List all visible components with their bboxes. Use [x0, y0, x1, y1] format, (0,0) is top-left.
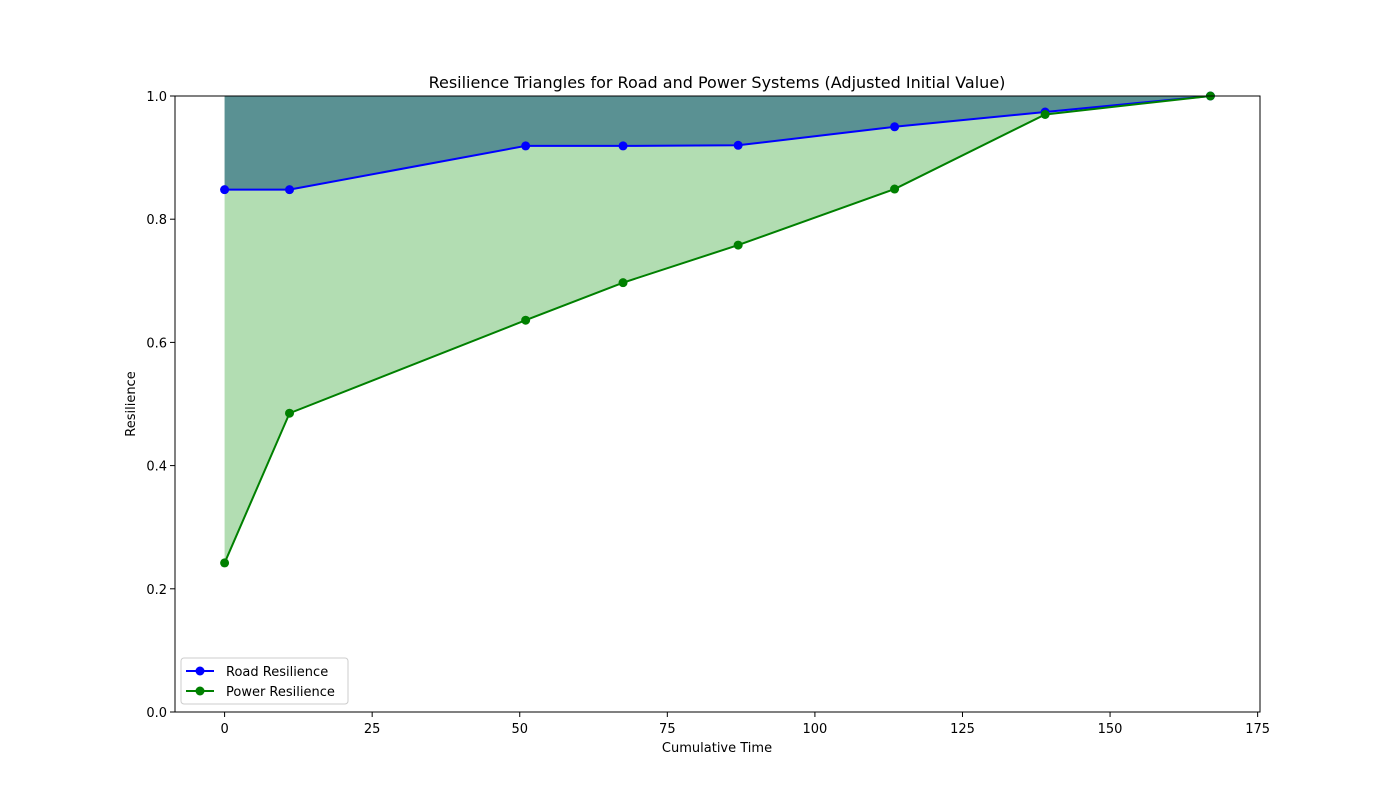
series-line-road [224, 95, 1211, 191]
x-tick-label: 25 [364, 722, 381, 737]
x-tick-label: 100 [802, 722, 827, 737]
x-tick-label: 125 [950, 722, 975, 737]
legend-marker-road [195, 666, 205, 676]
x-tick-label: 50 [511, 722, 528, 737]
chart-title: Resilience Triangles for Road and Power … [429, 73, 1006, 92]
plot-frame [174, 95, 1261, 713]
series-markers [220, 91, 1215, 568]
y-tick-label: 1.0 [146, 90, 167, 105]
data-point-power [220, 558, 230, 568]
y-axis-label: Resilience [124, 371, 139, 436]
fill-areas [224, 96, 1211, 563]
y-tick-label: 0.6 [146, 336, 167, 351]
x-tick-label: 150 [1098, 722, 1123, 737]
legend-label-power: Power Resilience [226, 685, 335, 700]
legend-label-road: Road Resilience [226, 665, 328, 680]
data-point-power [285, 408, 295, 418]
x-axis-label: Cumulative Time [662, 741, 772, 756]
series-line-power [223, 95, 1211, 564]
data-point-power [733, 240, 743, 250]
data-point-power [1040, 109, 1050, 119]
x-tick-label: 75 [659, 722, 676, 737]
y-axis-ticks: 0.0 0.2 0.4 0.6 0.8 1.0 [146, 90, 175, 721]
data-point-road [618, 141, 628, 151]
x-axis-ticks: 0 25 50 75 100 125 150 175 [220, 712, 1270, 737]
legend-marker-power [195, 686, 205, 696]
fill-area-power [224, 96, 1211, 563]
y-tick-label: 0.2 [146, 583, 167, 598]
legend-box [180, 657, 349, 705]
series-lines [223, 95, 1211, 564]
data-point-power [890, 184, 900, 194]
data-point-road [521, 141, 531, 151]
data-point-road [890, 122, 900, 132]
data-point-road [220, 185, 230, 195]
y-tick-label: 0.4 [146, 460, 167, 475]
x-tick-label: 175 [1245, 722, 1270, 737]
data-point-power [521, 315, 531, 325]
data-point-road [285, 185, 295, 195]
y-tick-label: 0.8 [146, 213, 167, 228]
x-tick-label: 0 [220, 722, 228, 737]
y-tick-label: 0.0 [146, 706, 167, 721]
data-point-road [733, 140, 743, 150]
legend: Road Resilience Power Resilience [180, 657, 349, 705]
data-point-power [618, 278, 628, 288]
